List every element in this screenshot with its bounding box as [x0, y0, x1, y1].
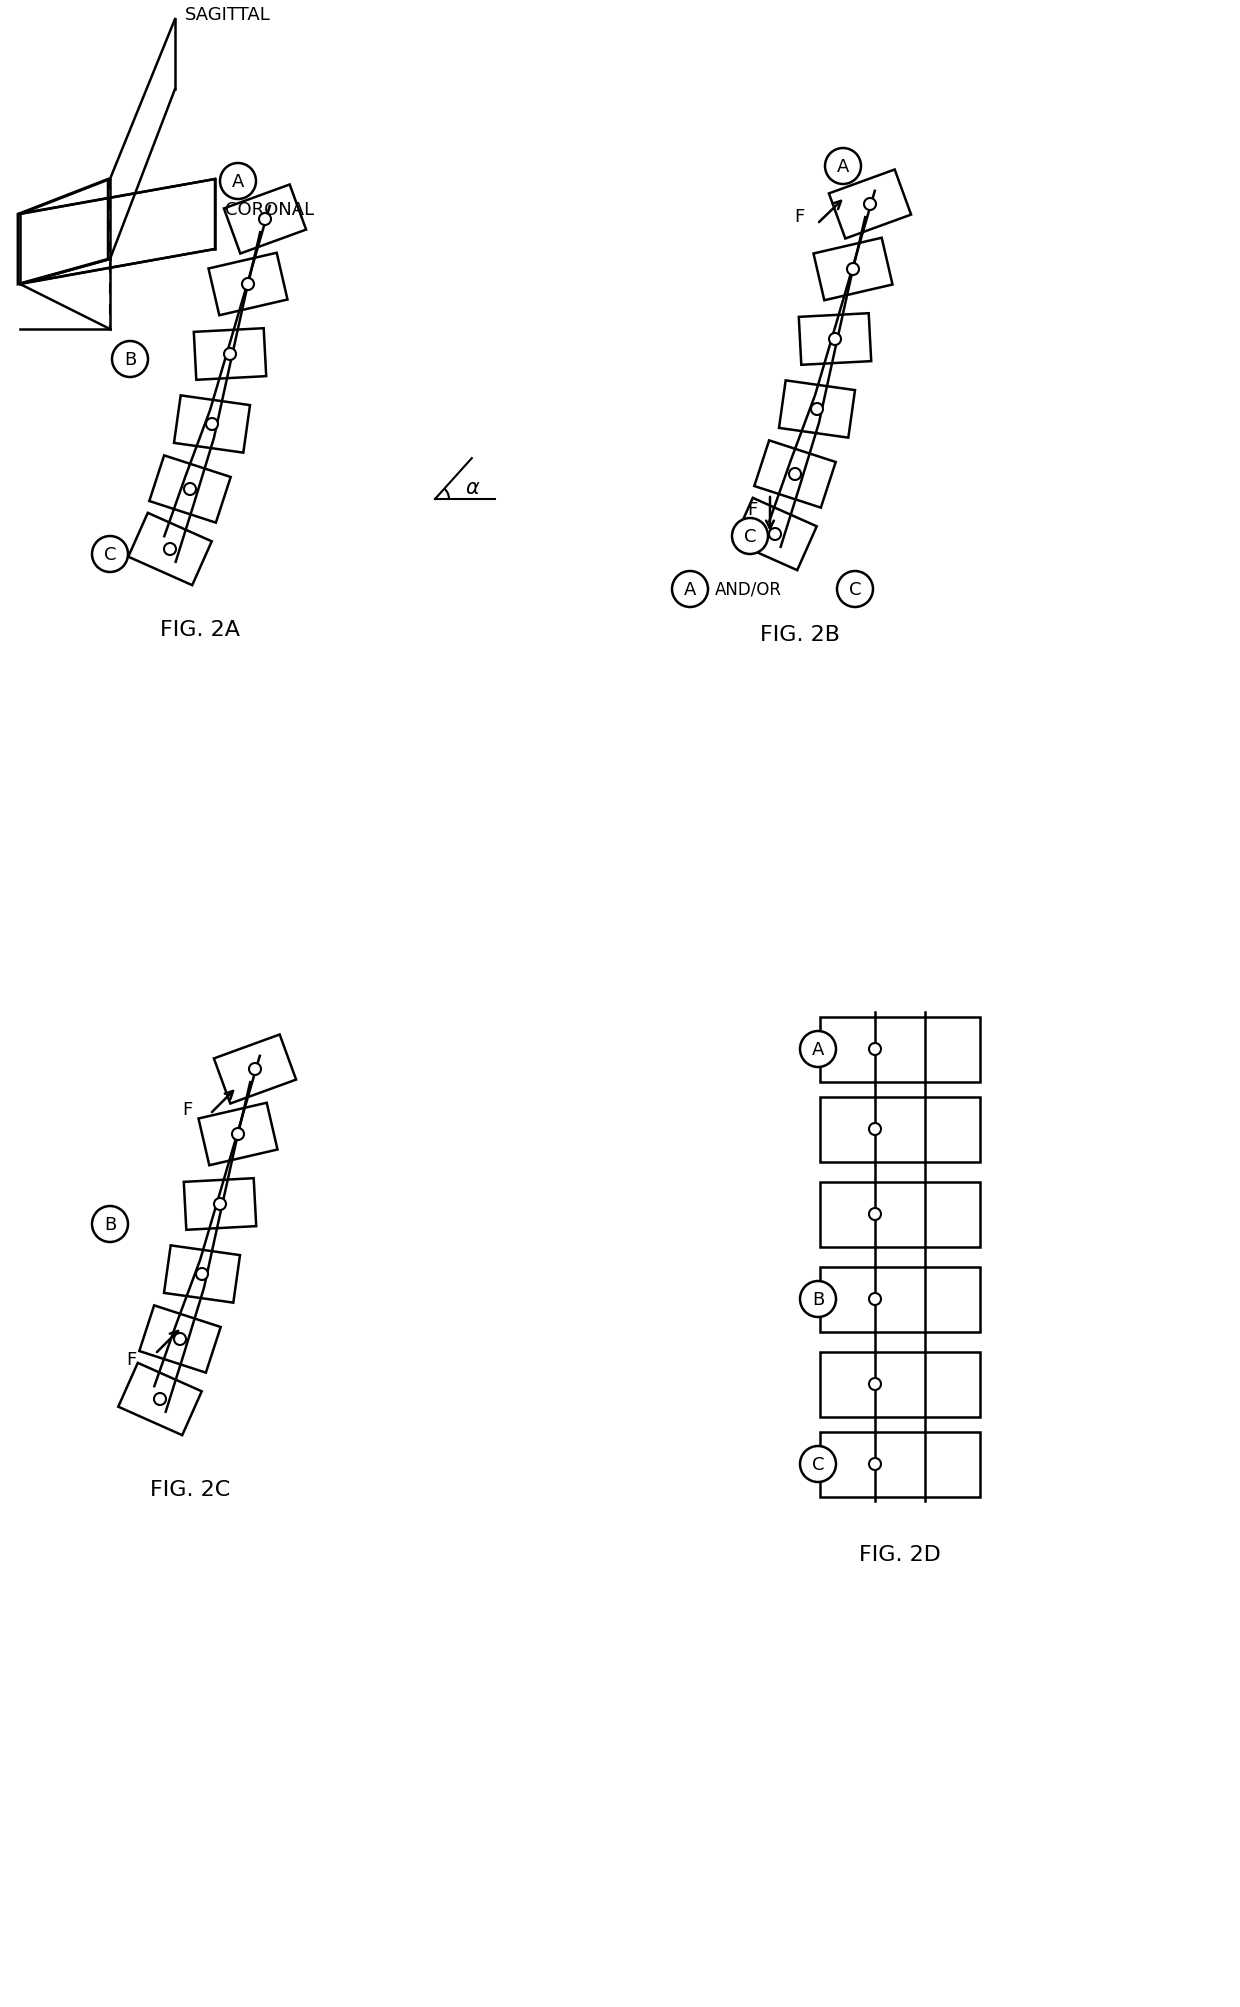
- Text: FIG. 2B: FIG. 2B: [760, 624, 839, 644]
- Circle shape: [196, 1268, 208, 1280]
- Circle shape: [92, 536, 128, 572]
- Circle shape: [154, 1393, 166, 1405]
- Text: F: F: [746, 502, 758, 518]
- Text: FIG. 2D: FIG. 2D: [859, 1543, 941, 1563]
- Circle shape: [825, 149, 861, 185]
- Text: B: B: [104, 1216, 117, 1234]
- Circle shape: [830, 333, 841, 345]
- Text: F: F: [126, 1351, 136, 1369]
- Circle shape: [811, 403, 823, 415]
- Bar: [820, 1018, 980, 1082]
- Bar: [820, 1266, 980, 1333]
- Circle shape: [869, 1293, 880, 1305]
- Text: A: A: [683, 580, 696, 598]
- Circle shape: [864, 199, 875, 211]
- Circle shape: [224, 349, 236, 361]
- Text: FIG. 2A: FIG. 2A: [160, 620, 241, 640]
- Circle shape: [869, 1124, 880, 1136]
- Text: A: A: [232, 173, 244, 191]
- Circle shape: [837, 572, 873, 608]
- Circle shape: [847, 263, 859, 275]
- Text: C: C: [104, 546, 117, 564]
- Text: C: C: [848, 580, 862, 598]
- Circle shape: [242, 279, 254, 291]
- Circle shape: [869, 1459, 880, 1471]
- Circle shape: [112, 341, 148, 377]
- Circle shape: [259, 215, 272, 227]
- Bar: [820, 1431, 980, 1497]
- Circle shape: [206, 419, 218, 432]
- Text: A: A: [837, 159, 849, 177]
- Circle shape: [800, 1447, 836, 1483]
- Text: F: F: [794, 209, 804, 227]
- Circle shape: [232, 1128, 244, 1140]
- Circle shape: [249, 1064, 260, 1076]
- Text: $\alpha$: $\alpha$: [465, 478, 480, 498]
- Text: B: B: [812, 1291, 825, 1309]
- Text: AND/OR: AND/OR: [715, 580, 782, 598]
- Circle shape: [92, 1206, 128, 1242]
- Circle shape: [800, 1032, 836, 1068]
- Bar: [820, 1098, 980, 1162]
- Text: CORONAL: CORONAL: [224, 201, 314, 219]
- Circle shape: [184, 484, 196, 496]
- Circle shape: [219, 165, 255, 201]
- Text: C: C: [812, 1455, 825, 1473]
- Circle shape: [769, 528, 781, 540]
- Circle shape: [869, 1208, 880, 1220]
- Text: B: B: [124, 351, 136, 369]
- Circle shape: [789, 470, 801, 482]
- Circle shape: [869, 1379, 880, 1391]
- Text: C: C: [744, 528, 756, 546]
- Circle shape: [174, 1333, 186, 1345]
- Circle shape: [800, 1280, 836, 1317]
- Circle shape: [732, 518, 768, 554]
- Circle shape: [672, 572, 708, 608]
- Circle shape: [869, 1044, 880, 1056]
- Circle shape: [215, 1198, 226, 1210]
- Text: SAGITTAL: SAGITTAL: [185, 6, 270, 24]
- Bar: [820, 1353, 980, 1417]
- Text: FIG. 2C: FIG. 2C: [150, 1479, 231, 1499]
- Bar: [820, 1182, 980, 1246]
- Text: F: F: [182, 1100, 192, 1118]
- Circle shape: [164, 544, 176, 556]
- Text: A: A: [812, 1040, 825, 1058]
